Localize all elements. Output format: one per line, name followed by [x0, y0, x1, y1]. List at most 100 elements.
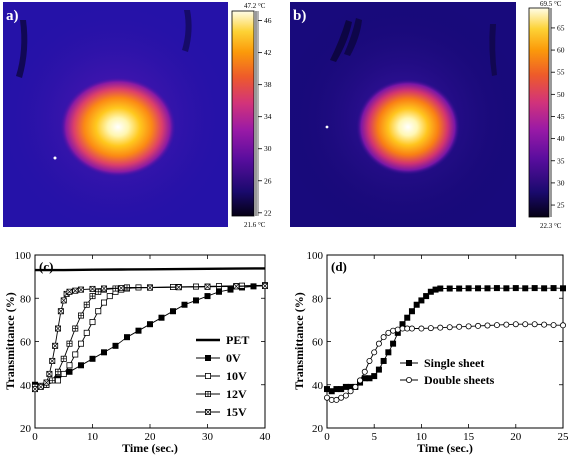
legend-entry: 15V	[196, 405, 247, 419]
y-tick-label: 80	[20, 293, 32, 305]
marker-dot-b	[325, 125, 329, 129]
data-point	[560, 285, 567, 292]
data-point	[106, 293, 113, 300]
hot-spot-a	[60, 77, 176, 177]
data-point	[385, 329, 392, 336]
data-point	[352, 383, 359, 390]
cold-streak-a-right	[182, 10, 192, 52]
colorbar-b-min: 22.3 °C	[540, 222, 562, 230]
data-point	[89, 355, 96, 362]
data-point-glyph	[43, 379, 50, 386]
data-point	[338, 394, 345, 401]
cold-streak-b-1	[330, 20, 352, 62]
data-point	[227, 286, 234, 293]
data-point	[484, 322, 491, 329]
thermal-panel-a: a) 22 26 30 34 38 42 46 47.2 °C 21.6 °C	[3, 2, 272, 229]
data-point	[456, 285, 463, 292]
legend-entry: Double sheets	[400, 373, 495, 387]
data-point	[135, 327, 142, 334]
data-point	[503, 321, 510, 328]
data-point	[531, 321, 538, 328]
data-point	[404, 314, 411, 321]
x-tick-label: 20	[510, 431, 522, 443]
data-point-glyph	[147, 284, 153, 291]
data-point	[405, 376, 412, 383]
data-point-glyph	[46, 371, 53, 377]
colorbar-tick-label: 55	[557, 68, 565, 77]
data-point	[550, 322, 557, 329]
chart-panel-c: Transmittance (%) Time (sec.) 0 10 20 30 40 2…	[3, 250, 271, 455]
legend-entry: 0V	[196, 351, 241, 365]
data-point	[375, 366, 382, 373]
data-point	[418, 325, 425, 332]
data-point	[418, 297, 425, 304]
data-point-glyph	[124, 284, 130, 291]
data-point	[323, 394, 330, 401]
panel-label-a: a)	[6, 8, 19, 24]
data-point-glyph	[262, 283, 268, 289]
data-point	[375, 340, 382, 347]
data-point	[522, 321, 529, 328]
data-point	[531, 285, 538, 292]
data-point	[101, 299, 108, 306]
data-point	[101, 349, 108, 356]
data-point	[371, 349, 378, 356]
data-point	[493, 322, 500, 329]
data-point	[427, 325, 434, 332]
data-point	[83, 329, 90, 336]
colorbar-tick-label: 30	[264, 144, 272, 153]
data-point-glyph	[58, 308, 64, 315]
data-point	[361, 368, 368, 375]
data-point-glyph	[72, 287, 79, 294]
data-point	[385, 349, 392, 356]
data-point-glyph	[32, 386, 38, 392]
data-point-glyph	[118, 285, 125, 291]
legend-label: 15V	[226, 405, 247, 419]
data-point	[437, 324, 444, 331]
data-point	[475, 285, 482, 292]
data-point	[158, 314, 165, 321]
colorbar-tick-label: 46	[264, 16, 272, 25]
series-line	[35, 267, 266, 272]
colorbar-tick-label: 30	[557, 178, 565, 187]
data-point	[423, 293, 430, 300]
data-point	[465, 323, 472, 330]
y-tick-label: 100	[15, 250, 32, 262]
x-tick-label: 0	[32, 431, 38, 443]
legend-entry: 12V	[196, 387, 247, 401]
data-point	[560, 322, 567, 329]
x-tick-label: 25	[558, 431, 570, 443]
xlabel-d: Time (sec.)	[417, 441, 473, 455]
x-tick-label: 10	[416, 431, 428, 443]
colorbar-a-max: 47.2 °C	[244, 2, 266, 10]
data-point-glyph	[55, 369, 61, 375]
data-point	[55, 377, 62, 384]
colorbar-tick-label: 26	[264, 176, 272, 185]
cold-streak-b-2	[344, 18, 362, 56]
hot-spot-b	[356, 79, 460, 175]
data-point	[66, 368, 73, 375]
legend-label: Single sheet	[424, 356, 484, 370]
y-tick-label: 60	[20, 337, 32, 349]
data-point-glyph	[52, 342, 58, 349]
data-point	[550, 285, 557, 292]
data-point	[493, 285, 500, 292]
data-point	[512, 285, 519, 292]
data-point-glyph	[233, 283, 240, 290]
colorbar-a	[231, 10, 255, 217]
colorbar-tick-label: 42	[264, 48, 272, 57]
x-tick-label: 40	[260, 431, 272, 443]
data-point	[541, 285, 548, 292]
y-tick-label: 20	[312, 423, 324, 435]
legend-entry: 10V	[196, 369, 247, 383]
data-point-glyph	[89, 286, 96, 292]
ylabel-c: Transmittance (%)	[3, 292, 17, 389]
series-15v	[32, 282, 268, 393]
data-point-glyph	[78, 312, 84, 319]
data-point	[66, 362, 73, 369]
colorbar-a-min: 21.6 °C	[244, 221, 266, 229]
legend-label: Double sheets	[424, 373, 495, 387]
x-tick-label: 20	[145, 431, 157, 443]
y-tick-label: 100	[307, 250, 324, 262]
